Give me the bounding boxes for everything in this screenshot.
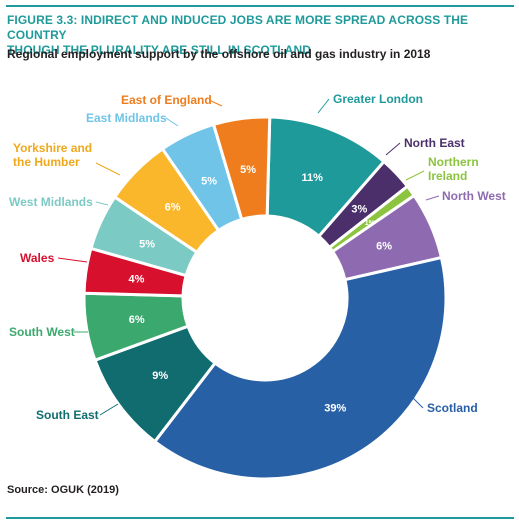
value-label-south-west: 6% xyxy=(129,314,145,326)
value-label-northern-ireland: 1% xyxy=(365,220,376,227)
slice-east-of-england xyxy=(212,115,272,221)
category-label-north-west: North West xyxy=(442,189,506,203)
category-label-east-of-england: East of England xyxy=(121,93,212,107)
category-label-wales: Wales xyxy=(20,251,55,265)
category-label-east-midlands: East Midlands xyxy=(86,111,167,125)
category-label-west-midlands: West Midlands xyxy=(9,195,93,209)
leader-line-yorkshire-and-the-humber xyxy=(95,162,121,176)
value-label-yorkshire-and-the-humber: 6% xyxy=(165,202,181,214)
bottom-rule xyxy=(6,517,514,519)
figure-title: FIGURE 3.3: INDIRECT AND INDUCED JOBS AR… xyxy=(7,13,512,58)
leader-line-south-east xyxy=(99,403,119,416)
value-label-wales: 4% xyxy=(129,273,145,285)
figure-title-line-1: FIGURE 3.3: INDIRECT AND INDUCED JOBS AR… xyxy=(7,13,469,42)
value-label-west-midlands: 5% xyxy=(139,238,155,250)
value-label-north-east: 3% xyxy=(351,204,367,216)
value-label-east-of-england: 5% xyxy=(240,164,256,176)
leader-line-north-west xyxy=(425,195,440,201)
category-label-south-west: South West xyxy=(9,325,75,339)
value-label-north-west: 6% xyxy=(376,241,392,253)
category-label-scotland: Scotland xyxy=(427,401,478,415)
category-label-greater-london: Greater London xyxy=(333,92,423,106)
leader-line-scotland xyxy=(407,392,424,409)
chart-subtitle: Regional employment support by the offsh… xyxy=(7,47,431,61)
leader-line-north-east xyxy=(385,142,401,156)
leader-line-west-midlands xyxy=(95,201,109,206)
figure-title-line-2: THOUGH THE PLURALITY ARE STILL IN SCOTLA… xyxy=(7,43,311,57)
top-rule xyxy=(6,5,514,7)
leader-line-greater-london xyxy=(317,98,330,114)
category-label-north-east: North East xyxy=(404,136,465,150)
category-label-yorkshire-and-the-humber: Yorkshire and the Humber xyxy=(13,141,92,169)
slice-scotland xyxy=(153,256,448,481)
source-note: Source: OGUK (2019) xyxy=(7,484,119,496)
value-label-east-midlands: 5% xyxy=(201,176,217,188)
leader-line-wales xyxy=(57,257,88,263)
value-label-greater-london: 11% xyxy=(302,172,324,184)
category-label-northern-ireland: Northern Ireland xyxy=(428,155,479,183)
value-label-south-east: 9% xyxy=(152,370,168,382)
category-label-south-east: South East xyxy=(36,408,99,422)
leader-line-northern-ireland xyxy=(405,170,425,181)
leader-line-east-of-england xyxy=(208,99,223,107)
value-label-scotland: 39% xyxy=(324,402,346,414)
leader-line-east-midlands xyxy=(165,117,179,127)
